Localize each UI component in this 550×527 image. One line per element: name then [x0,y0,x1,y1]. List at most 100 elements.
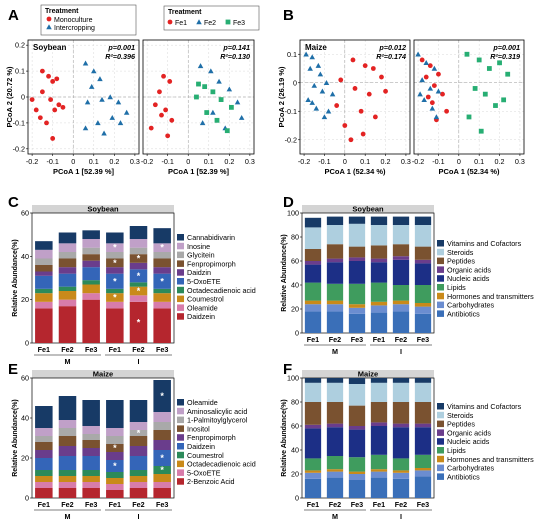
significance-star: * [137,271,141,281]
plot-frame [301,377,435,499]
y-tick-label: 60 [291,257,299,266]
x-tick-label: Fe2 [61,345,73,354]
plot-frame [31,212,175,344]
bar-segment-daidzein [106,460,124,472]
legend-swatch [177,313,184,320]
bar-segment-nucleic-acids [348,261,366,284]
data-point-fe1 [444,108,449,114]
bar-segment-octadecadienoic-acid [58,476,77,482]
x-tick-label: Fe3 [156,345,168,354]
data-point-monoculture [48,97,54,102]
panel-title: Maize [358,370,378,379]
bar-segment-hormones-and-transmitters [304,300,322,305]
bar-segment-cannabidivarin [153,228,171,244]
y-tick-label: 0.2 [15,41,25,50]
bar-segment-lipids [392,285,410,301]
bar-segment-hormones-and-transmitters [392,470,410,473]
y-axis-label: PCoA 2 (20.72 %) [5,66,14,127]
data-point-fe3 [476,57,482,63]
bar-segment-coumestrol [82,284,100,294]
bar-segment-vitamins-and-cofactors [370,216,388,225]
y-tick-label: 0.1 [15,67,25,76]
stacked-bar-chart-d: Maize 0 20 40 60 Fe1 Fe2 Fe3 * * Fe1 * Fe2 * * * Fe3 M I Re… [12,370,256,522]
plot-frame [31,377,175,499]
bar-segment-carbohydrates [348,307,366,314]
bar-segment-organic-acids [414,423,432,428]
legend-label: Nucleic acids [447,437,490,446]
legend-label-intercropping: Intercropping [54,25,95,32]
legend-swatch [177,234,184,241]
data-point-fe3 [501,97,507,103]
bar-segment-hormones-and-transmitters [414,303,432,307]
bar-segment-1-palmitoylglycerol [106,436,124,444]
data-point-fe1 [423,74,429,80]
legend-label: 5-OxoETE [187,468,221,477]
bar-segment-carbohydrates [392,472,410,479]
data-point-fe1 [425,94,431,100]
legend-label: 5-OxoETE [187,277,221,286]
legend-label: Daidzein [187,442,215,451]
bar-segment-octadecadienoic-acid [106,478,124,484]
data-point-intercropping [107,94,113,100]
bar-segment-5-oxoete [153,273,171,289]
bar-segment-steroids [304,227,322,249]
x-axis-label: PCoA 1 [52.39 %] [53,167,114,176]
bar-segment-organic-acids [326,258,344,263]
legend-label: Steroids [447,411,474,420]
pcoa-subplot-a-1: -0.2 -0.1 0 0.1 0.2 0.3 0.2 0.1 0 -0.1 -0.2 p=0.001… [13,39,140,176]
plot-frame [142,39,255,155]
group-label: M [332,512,338,521]
bar-segment-nucleic-acids [348,429,366,458]
bar-segment-lipids [392,458,410,471]
bar-segment-glycitein [106,252,124,259]
legend-label: Carbohydrates [447,464,495,473]
data-point-fe3 [478,128,484,134]
x-tick-label: 0.3 [515,157,525,166]
x-tick-label: Fe1 [307,335,319,344]
bar-segment-inosine [58,243,77,252]
bar-segment-daidzin [106,267,124,274]
legend-swatch [177,242,184,250]
bar-segment-5-oxoete [35,482,53,488]
data-point-monoculture [334,103,340,108]
bar-segment-glycitein [153,252,171,259]
x-tick-label: 0.2 [109,157,119,166]
bar-segment-oleamide [35,301,53,309]
y-axis-label: Relative Abundance(%) [12,239,19,317]
data-point-monoculture [342,123,348,128]
bar-segment-daidzein [35,308,53,343]
data-point-intercropping [91,68,97,74]
legend-swatch [177,407,184,415]
group-label: I [400,512,402,521]
bar-segment-lipids [326,456,344,470]
bar-segment-5-oxoete [82,482,100,488]
bar-segment-octadecadienoic-acid [153,474,171,482]
legend-label: Antibiotics [447,309,480,318]
data-point-intercropping [97,76,103,82]
data-point-fe2 [433,114,440,120]
bar-segment-fenpropimorph [106,258,124,268]
legend-label-fe2: Fe2 [204,20,216,27]
bar-segment-aminosalicylic-acid [129,422,148,430]
bar-segment-nucleic-acids [392,427,410,459]
group-label: I [138,512,140,521]
data-point-fe3 [218,97,224,102]
legend-swatch [177,460,184,468]
plot-frame [301,212,435,334]
bar-segment-peptides [326,244,344,259]
bar-segment-peptides [414,246,432,260]
data-point-monoculture [39,68,45,74]
bar-segment-daidzein [58,456,77,470]
bar-segment-octadecadienoic-acid [129,282,148,287]
bar-segment-lipids [304,458,322,471]
bar-segment-carbohydrates [348,474,366,480]
bar-segment-daidzin [82,260,100,268]
bar-segment-2-benzoic-acid [153,488,171,498]
r-squared-label: R²=0.396 [105,52,136,61]
stacked-bar-chart-c: Soybean 0 20 40 60 Fe1 Fe2 Fe3 * * * * Fe1 * * * * Fe2 * * F… [12,205,256,367]
bar-segment-oleamide [129,295,148,302]
data-point-fe3 [472,86,478,91]
x-tick-label: -0.1 [161,157,173,166]
bar-segment-hormones-and-transmitters [370,301,388,306]
data-point-monoculture [33,107,39,113]
